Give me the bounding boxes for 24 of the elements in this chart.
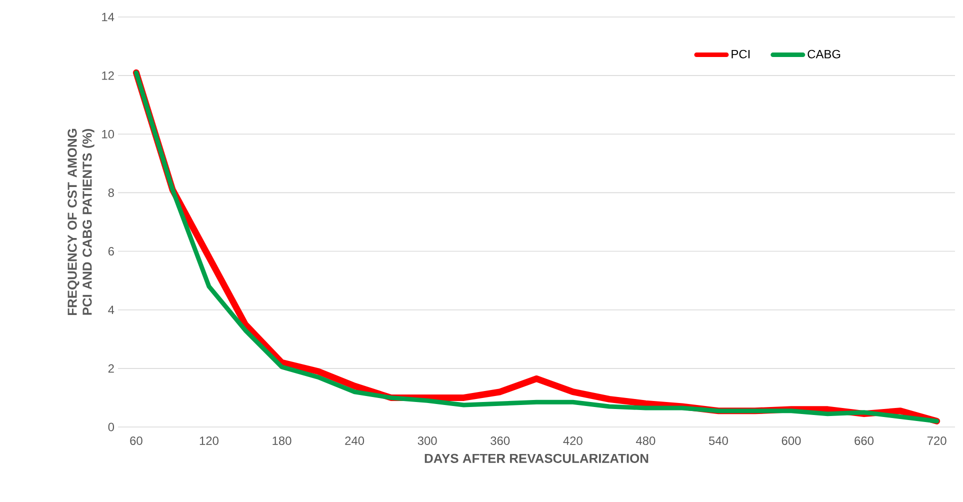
x-tick-label: 180 <box>272 436 292 445</box>
x-tick-label: 480 <box>636 436 656 445</box>
y-tick-label: 10 <box>102 130 114 138</box>
x-tick-label: 600 <box>782 436 801 445</box>
y-tick-label: 14 <box>102 12 114 22</box>
y-tick-label: 6 <box>108 247 114 256</box>
x-axis-title: DAYS AFTER REVASCULARIZATION <box>424 454 648 463</box>
x-tick-label: 120 <box>200 436 218 445</box>
y-axis-title: FREQUENCY OF CST AMONG PCI AND CABG PATIENTS (%) <box>68 128 94 316</box>
legend-label: PCI <box>732 50 750 58</box>
x-tick-label: 540 <box>708 436 728 445</box>
y-tick-label: 12 <box>102 71 114 80</box>
y-tick-label: 8 <box>108 188 114 197</box>
legend-label: CABG <box>808 50 840 58</box>
x-tick-label: 660 <box>854 436 874 445</box>
x-tick-label: 60 <box>130 436 142 445</box>
y-tick-label: 0 <box>108 422 114 432</box>
y-tick-label: 2 <box>108 364 114 373</box>
x-tick-label: 360 <box>490 436 510 445</box>
x-tick-label: 240 <box>345 436 364 445</box>
y-tick-label: 4 <box>108 306 114 314</box>
x-tick-label: 720 <box>927 436 946 445</box>
x-tick-label: 300 <box>418 436 437 445</box>
x-tick-label: 420 <box>563 436 582 445</box>
